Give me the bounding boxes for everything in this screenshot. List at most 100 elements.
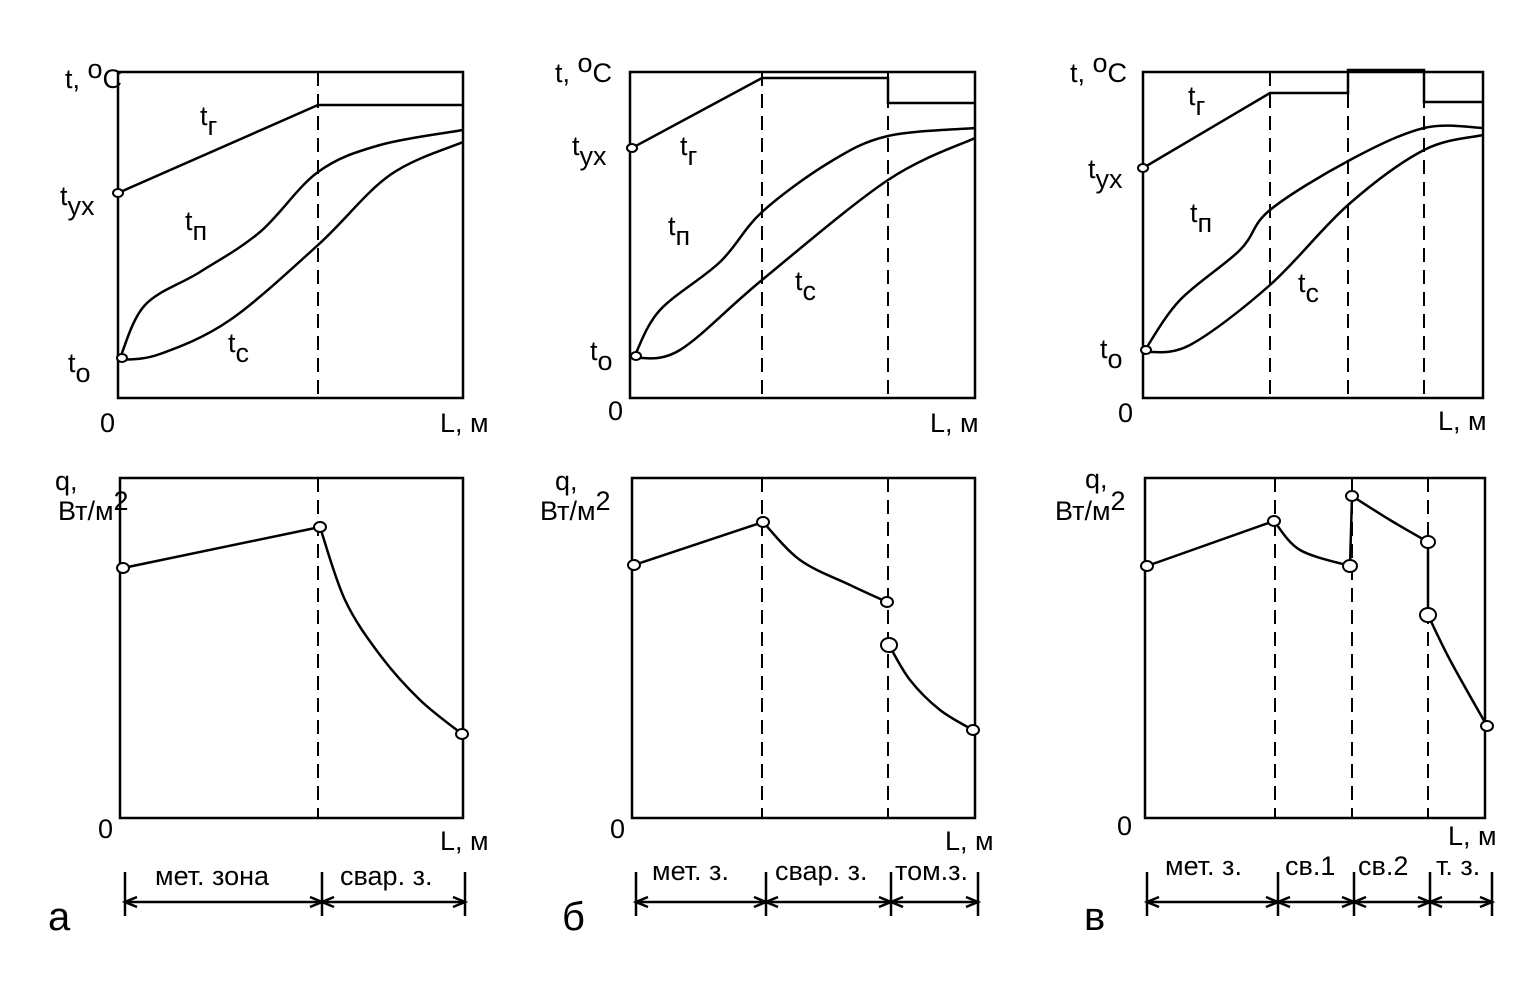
x-axis-label: L, м	[945, 826, 994, 856]
curve-tc	[119, 140, 464, 362]
point	[1419, 607, 1437, 623]
y-axis-label: Вт/м2	[540, 486, 611, 526]
point	[1140, 560, 1154, 572]
label-sub: ух	[1096, 164, 1124, 194]
label-sub: о	[598, 346, 613, 376]
curve-label: tо	[1100, 334, 1123, 374]
x-axis-label: L, м	[1438, 406, 1487, 436]
label-sub: п	[193, 216, 208, 246]
label-sub: с	[803, 276, 817, 306]
curve-label: tг	[1188, 81, 1206, 121]
plot-frame	[630, 476, 977, 820]
point	[880, 596, 894, 608]
point	[116, 562, 130, 574]
y-axis-label: q,	[55, 466, 78, 496]
curve-label: tп	[185, 206, 207, 246]
arrow-head	[1479, 895, 1496, 909]
point	[1137, 163, 1149, 173]
curve-label: tг	[680, 131, 698, 171]
label-base: t	[1088, 154, 1096, 184]
label-base: t	[200, 101, 208, 131]
arrow-head	[452, 895, 469, 909]
arrow-head	[318, 895, 335, 909]
x-axis-label: L, м	[440, 826, 489, 856]
curve-label: tп	[1190, 198, 1212, 238]
label-sub: п	[676, 221, 691, 251]
label-base: t	[60, 181, 68, 211]
y-axis-label: q,	[555, 466, 578, 496]
label-base: t	[680, 131, 688, 161]
curve-label: tух	[1088, 154, 1123, 194]
flux-curve	[1426, 614, 1489, 727]
plot-frame	[116, 70, 465, 400]
panel-letter: а	[48, 895, 71, 939]
y-axis-label: t, oC	[65, 54, 122, 94]
point	[1140, 345, 1152, 355]
panel-letter: б	[562, 895, 585, 939]
arrow-head	[121, 895, 138, 909]
origin-label: 0	[610, 814, 625, 844]
curve-label: tо	[68, 348, 91, 388]
label-base: t	[668, 211, 676, 241]
x-axis-label: L, м	[930, 408, 979, 438]
plot-frame	[118, 476, 465, 820]
flux-line	[633, 520, 764, 567]
label-sub: п	[1198, 208, 1213, 238]
flux-curve	[318, 526, 463, 735]
curve-label: tс	[1298, 268, 1319, 308]
flux-curve	[762, 521, 888, 604]
point	[455, 728, 469, 740]
label-base: t	[185, 206, 193, 236]
flux-curve	[887, 644, 974, 732]
point	[1267, 515, 1281, 527]
flux-curve	[1351, 494, 1429, 544]
arrow-head	[887, 895, 904, 909]
label-sup: o	[578, 48, 593, 78]
label-base: Вт/м	[1055, 496, 1111, 526]
point	[756, 516, 770, 528]
label-sub: о	[1108, 344, 1123, 374]
curve-label: tух	[60, 181, 95, 221]
point	[313, 521, 327, 533]
label-sub: с	[236, 338, 250, 368]
arrow-head	[965, 895, 982, 909]
panel-letter: в	[1084, 895, 1105, 939]
label-base: t	[590, 336, 598, 366]
zone-label: мет. з.	[1165, 851, 1242, 881]
curve-tg	[1142, 68, 1483, 170]
origin-label: 0	[1118, 398, 1133, 428]
label-base: Вт/м	[540, 496, 596, 526]
origin-label: 0	[98, 814, 113, 844]
x-axis-label: L, м	[1448, 821, 1497, 851]
zone-label: св.1	[1285, 851, 1335, 881]
plot-frame	[1143, 476, 1487, 820]
label-base: t	[1188, 81, 1196, 111]
label-base: C	[593, 58, 613, 88]
label-sup: 2	[596, 486, 611, 516]
point	[880, 637, 898, 653]
curve-tp	[118, 128, 464, 359]
label-sub: г	[688, 141, 698, 171]
label-sup: 2	[114, 486, 129, 516]
y-axis-label: Вт/м2	[1055, 486, 1126, 526]
label-base: t	[1190, 198, 1198, 228]
origin-label: 0	[1117, 811, 1132, 841]
label-base: t,	[1070, 58, 1093, 88]
label-base: t	[228, 328, 236, 358]
arrow-head	[1350, 895, 1367, 909]
point	[112, 188, 124, 198]
label-sub: г	[1196, 91, 1206, 121]
zone-label: свар. з.	[340, 861, 432, 891]
curve-label: tг	[200, 101, 218, 141]
label-base: t	[1100, 334, 1108, 364]
flux-curve	[1273, 520, 1351, 568]
point	[1342, 559, 1358, 573]
label-sup: o	[1093, 48, 1108, 78]
point	[1345, 490, 1359, 502]
label-sub: о	[76, 358, 91, 388]
label-base: t	[68, 348, 76, 378]
curve-label: tо	[590, 336, 613, 376]
zone-label: мет. зона	[155, 861, 270, 891]
point	[116, 353, 128, 363]
